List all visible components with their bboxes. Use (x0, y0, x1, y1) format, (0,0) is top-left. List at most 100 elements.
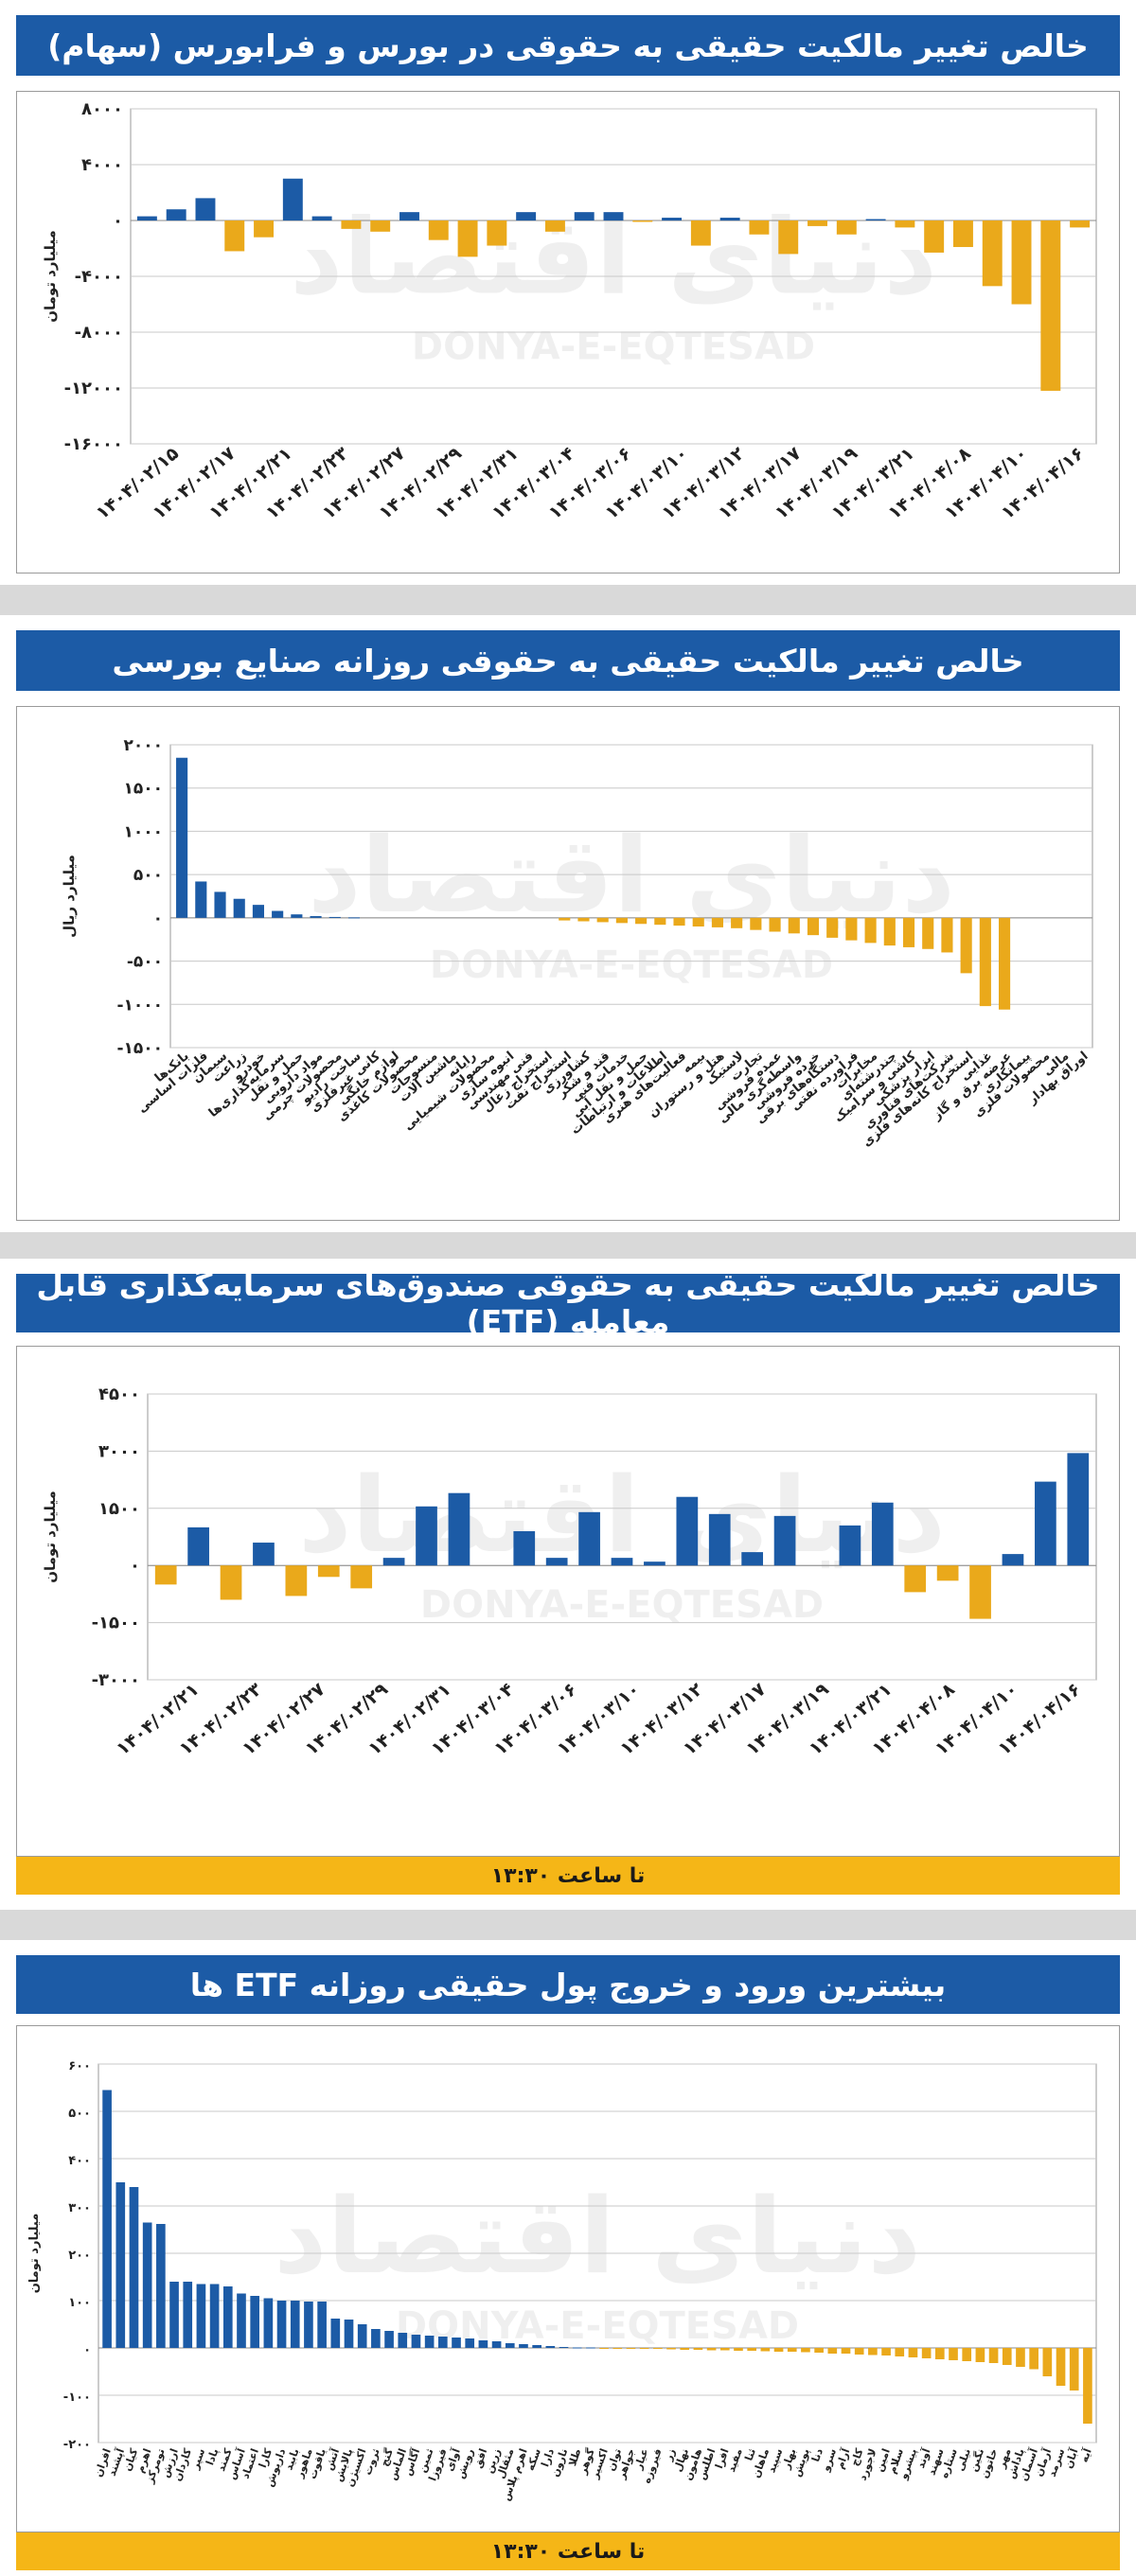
bar (749, 221, 770, 235)
y-tick-label: ۴۵۰۰ (98, 1385, 140, 1404)
chart-3-title: خالص تغییر مالکیت حقیقی به حقوقی صندوق‌ه… (16, 1266, 1120, 1340)
bar (559, 917, 571, 921)
bar (586, 2347, 595, 2349)
bar (982, 221, 1003, 287)
bar (827, 2348, 838, 2354)
bar (719, 2348, 730, 2351)
bar (1002, 2348, 1012, 2365)
bar (574, 212, 595, 221)
bar (545, 2346, 556, 2348)
bar (773, 1515, 796, 1566)
bar (1029, 2348, 1038, 2370)
y-tick-label: ۴۰۰۰ (81, 155, 123, 175)
bar (596, 917, 609, 923)
y-tick-label: ۳۰۰ (68, 2201, 91, 2215)
bar (690, 221, 711, 246)
bar (1083, 2348, 1092, 2424)
bar (750, 917, 762, 930)
watermark-en: DONYA-E-EQTESAD (396, 2304, 799, 2348)
bar (176, 757, 188, 918)
bar (788, 917, 800, 934)
panel-etf-top: بیشترین ورود و خروج پول حقیقی روزانه ETF… (0, 1940, 1136, 2576)
bar (254, 221, 275, 238)
bar (220, 1565, 242, 1600)
y-tick-label: ۱۵۰۰ (98, 1499, 140, 1519)
bar (578, 1511, 600, 1566)
bar (826, 917, 839, 938)
bar (1042, 2348, 1053, 2376)
chart-1-title: خالص تغییر مالکیت حقیقی به حقوقی در بورس… (16, 15, 1120, 76)
y-tick-label: ۳۰۰۰ (98, 1441, 140, 1461)
y-tick-label: -۱۰۰ (63, 2391, 91, 2405)
bar (428, 221, 449, 240)
bar (868, 2348, 878, 2355)
bar (653, 2348, 663, 2349)
bar (769, 917, 781, 932)
bar (962, 2348, 972, 2361)
bar (513, 1530, 536, 1566)
bar (347, 917, 361, 919)
y-tick-label: ۰ (130, 1556, 140, 1576)
bar (263, 2298, 274, 2348)
bar (516, 212, 537, 221)
bar (693, 2348, 703, 2350)
bar (311, 216, 332, 221)
bar (603, 212, 624, 221)
bar (384, 2331, 394, 2348)
y-tick-label: ۰ (113, 211, 123, 231)
bar (416, 1506, 437, 1566)
bar (166, 209, 186, 221)
bar (611, 1558, 633, 1566)
watermark-en: DONYA-E-EQTESAD (430, 944, 833, 987)
x-tick-label: ثنا (742, 2447, 758, 2462)
bar (1011, 221, 1032, 305)
bar (854, 2348, 864, 2355)
bar (1002, 1554, 1024, 1566)
y-tick-label: ۱۰۰ (68, 2296, 91, 2310)
chart-4-svg: دنیای اقتصاد DONYA-E-EQTESAD ۶۰۰ ۵۰۰ ۴۰۰ ۳۰۰ ۲… (27, 2059, 1097, 2502)
bar (708, 1513, 731, 1566)
y-tick-label: ۲۰۰ (68, 2249, 91, 2263)
bar (676, 1496, 699, 1566)
bar (237, 2293, 246, 2348)
bar (370, 221, 391, 232)
bar (599, 2348, 609, 2349)
bar (979, 917, 991, 1007)
bar (935, 2348, 945, 2359)
bar (787, 2348, 797, 2352)
x-tick-label: آیه (1077, 2446, 1094, 2464)
y-tick-label: -۳۰۰۰ (92, 1670, 140, 1690)
y-tick-label: ۱۵۰۰ (123, 780, 163, 799)
bar (317, 2302, 327, 2348)
bar (382, 1558, 405, 1566)
bar (883, 917, 896, 946)
bar (654, 917, 666, 926)
y-tick-label: -۸۰۰۰ (75, 323, 123, 343)
bar (577, 917, 590, 922)
panel-etf: خالص تغییر مالکیت حقیقی به حقوقی صندوق‌ه… (0, 1259, 1136, 1910)
bar (304, 2302, 313, 2348)
y-tick-label: -۱۵۰۰ (116, 1039, 163, 1058)
y-tick-label: -۲۰۰ (63, 2438, 91, 2452)
bar (452, 2338, 461, 2348)
bar (881, 2348, 891, 2355)
bar (253, 1543, 275, 1566)
bar (941, 917, 953, 953)
bar (222, 2286, 233, 2348)
y-axis-label: میلیارد تومان (42, 1491, 59, 1583)
bar (778, 221, 799, 255)
bar (156, 2224, 166, 2348)
chart-2-frame: دنیای اقتصاد DONYA-E-EQTESAD ۲۰۰۰ ۱۵۰۰ ۱۰۰۰ ۵… (16, 706, 1120, 1221)
watermark-fa: دنیای اقتصاد (274, 2176, 921, 2297)
bar (341, 221, 362, 229)
y-tick-label: -۱۶۰۰۰ (64, 434, 123, 454)
y-axis-label: میلیارد تومان (27, 2214, 42, 2294)
bar (711, 917, 723, 927)
bar (328, 916, 341, 918)
bar (272, 910, 284, 918)
bar (922, 917, 934, 949)
chart-3-footer: تا ساعت ۱۳:۳۰ (16, 1857, 1120, 1895)
bar (398, 2333, 408, 2348)
bar (357, 2324, 367, 2348)
y-tick-label: ۱۰۰۰ (123, 822, 163, 841)
